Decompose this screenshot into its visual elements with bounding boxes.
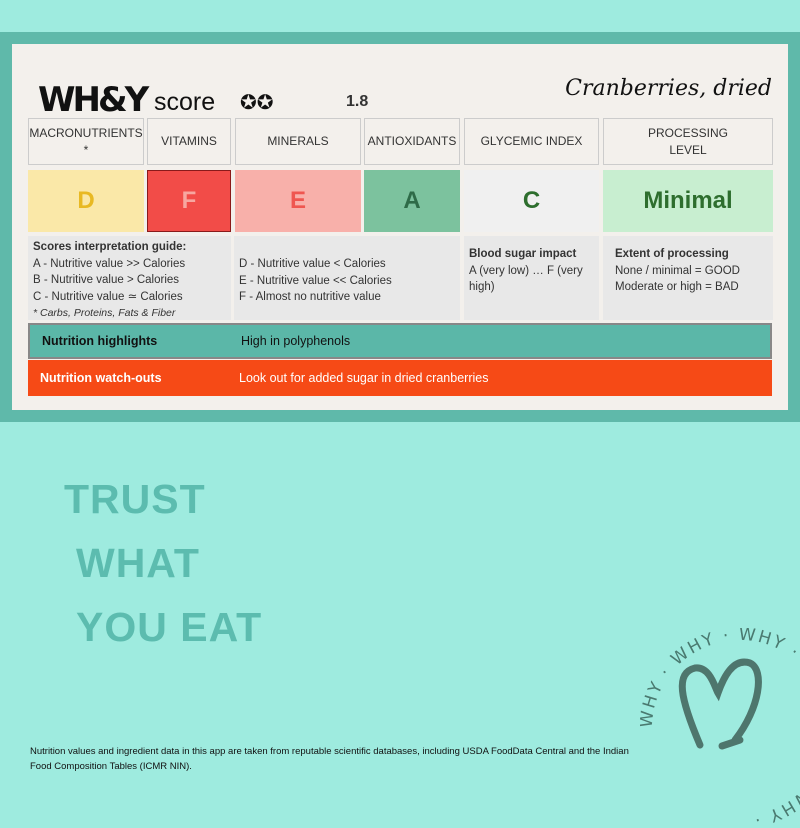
star-rating-icon: ✪✪ [240, 92, 274, 114]
highlights-value: High in polyphenols [241, 334, 351, 348]
gi-text: A (very low) … F (very high) [469, 264, 583, 294]
slogan-line-1: TRUST [64, 476, 206, 522]
guide-line: B - Nutritive value > Calories [33, 274, 180, 286]
guide-line: D - Nutritive value < Calories [239, 258, 386, 270]
highlights-label: Nutrition highlights [42, 334, 158, 348]
heart-icon [678, 658, 762, 750]
brand-logo: WH&Y [38, 80, 149, 120]
header-antioxidants: ANTIOXIDANTS [364, 118, 460, 165]
slogan-line-3: YOU EAT [76, 604, 263, 650]
grade-vitamins: F [147, 170, 231, 232]
badge-ring-text: WHY · WHY · WHY · WHY · WHY · WHY · [640, 628, 800, 828]
score-value: 1.8 [346, 93, 369, 110]
guide-footnote: * Carbs, Proteins, Fats & Fiber [33, 307, 176, 319]
header-macronutrients: MACRONUTRIENTS * [28, 118, 144, 165]
proc-line: Moderate or high = BAD [615, 281, 739, 293]
guide-right: D - Nutritive value < Calories E - Nutri… [234, 236, 460, 320]
gi-title: Blood sugar impact [469, 248, 577, 260]
why-score-card: WH&Y score ✪✪ 1.8 Cranberries, dried MAC… [12, 44, 788, 410]
header-processing-level: PROCESSING LEVEL [603, 118, 773, 165]
header-minerals: MINERALS [235, 118, 361, 165]
nutrition-highlights-row: Nutrition highlights High in polyphenols [28, 323, 772, 359]
food-name: Cranberries, dried [565, 76, 772, 101]
header-vitamins: VITAMINS [147, 118, 231, 165]
proc-title: Extent of processing [615, 248, 729, 260]
guide-glycemic: Blood sugar impact A (very low) … F (ver… [464, 236, 599, 320]
grade-glycemic-index: C [464, 170, 599, 232]
guide-line: C - Nutritive value ≃ Calories [33, 290, 183, 303]
grade-processing: Minimal [603, 170, 773, 232]
score-label: score [154, 88, 216, 116]
header-glycemic-index: GLYCEMIC INDEX [464, 118, 599, 165]
slogan-line-2: WHAT [76, 540, 200, 586]
guide-line: E - Nutritive value << Calories [239, 274, 392, 287]
footer-disclaimer: Nutrition values and ingredient data in … [30, 746, 629, 772]
guide-left: Scores interpretation guide: A - Nutriti… [28, 236, 231, 320]
guide-title: Scores interpretation guide: [33, 241, 187, 253]
why-badge: WHY · WHY · WHY · WHY · WHY · WHY · [640, 628, 800, 828]
guide-line: A - Nutritive value >> Calories [33, 257, 186, 270]
guide-processing: Extent of processing None / minimal = GO… [603, 236, 773, 320]
grade-minerals: E [235, 170, 361, 232]
nutrition-watchouts-row: Nutrition watch-outs Look out for added … [28, 360, 772, 396]
proc-line: None / minimal = GOOD [615, 264, 740, 277]
guide-line: F - Almost no nutritive value [239, 291, 381, 303]
grade-macronutrients: D [28, 170, 144, 232]
grade-antioxidants: A [364, 170, 460, 232]
watchouts-value: Look out for added sugar in dried cranbe… [239, 371, 489, 385]
watchouts-label: Nutrition watch-outs [40, 371, 162, 385]
